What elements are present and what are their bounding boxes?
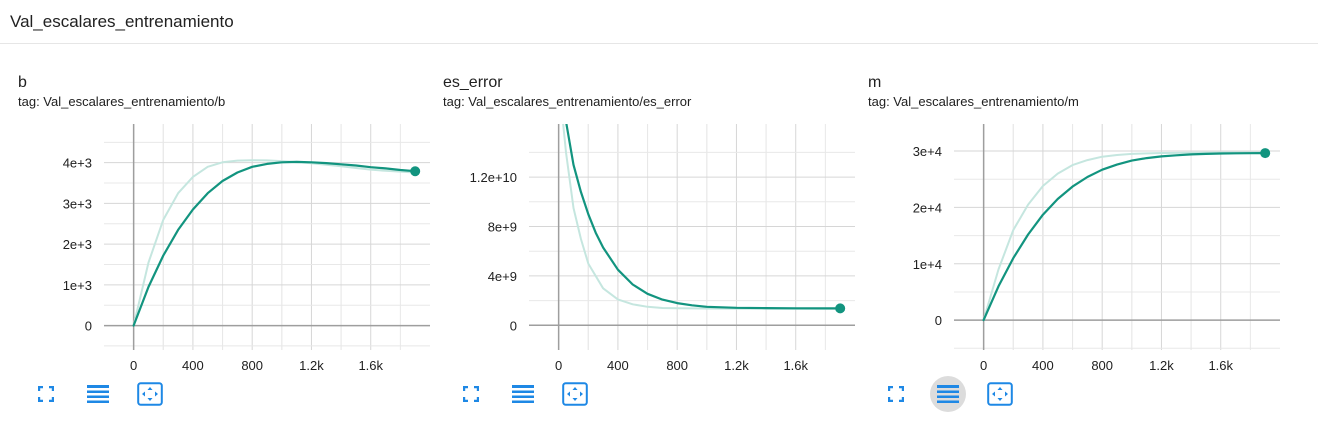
raw-series-line (982, 151, 1267, 322)
grid (104, 124, 430, 350)
fit-domain-button[interactable] (982, 376, 1018, 412)
y-tick-label: 1e+4 (913, 257, 942, 272)
y-tick-label: 2e+3 (63, 237, 92, 252)
x-tick-label: 1.6k (1208, 358, 1233, 372)
x-tick-label: 1.2k (1149, 358, 1174, 372)
x-tick-label: 0 (980, 358, 987, 372)
x-tick-label: 800 (241, 358, 263, 372)
chart-card-m: m tag: Val_escalares_entrenamiento/m 0 40… (868, 70, 1288, 420)
y-tick-label: 3e+4 (913, 144, 942, 159)
y-tick-label: 0 (935, 313, 942, 328)
chart-tag: tag: Val_escalares_entrenamiento/b (18, 94, 226, 109)
plot-area (562, 124, 842, 310)
fullscreen-button[interactable] (878, 376, 914, 412)
smoothed-series-line (565, 124, 842, 310)
chart-tag: tag: Val_escalares_entrenamiento/m (868, 94, 1079, 109)
chart-plot-m[interactable]: 0 400 800 1.2k 1.6k 0 1e+4 2e+4 3e+4 (868, 118, 1288, 372)
chart-title: es_error (443, 74, 503, 91)
x-tick-label: 0 (130, 358, 137, 372)
x-tick-label: 1.6k (783, 358, 808, 372)
x-tick-label: 800 (666, 358, 688, 372)
data-download-button[interactable] (80, 376, 116, 412)
chart-plot-b[interactable]: 0 400 800 1.2k 1.6k 0 1e+3 2e+3 3e+3 4e+3 (18, 118, 438, 372)
chart-card-es-error: es_error tag: Val_escalares_entrenamient… (443, 70, 863, 420)
chart-tag: tag: Val_escalares_entrenamiento/es_erro… (443, 94, 692, 109)
x-tick-label: 1.6k (358, 358, 383, 372)
grid (954, 124, 1280, 350)
grid (529, 124, 855, 350)
x-tick-label: 400 (607, 358, 629, 372)
fullscreen-button[interactable] (453, 376, 489, 412)
smoothed-series-line (132, 160, 417, 327)
plot-area (132, 159, 417, 327)
group-header[interactable]: Val_escalares_entrenamiento (0, 0, 1318, 44)
chart-toolbar (453, 376, 593, 412)
raw-series-line (562, 124, 842, 310)
last-point-marker (835, 303, 846, 314)
fit-domain-button[interactable] (132, 376, 168, 412)
fullscreen-button[interactable] (28, 376, 64, 412)
y-tick-label: 0 (510, 318, 517, 333)
y-tick-label: 1.2e+10 (470, 170, 517, 185)
fullscreen-icon (460, 383, 482, 405)
raw-series-line (132, 159, 417, 327)
y-tick-label: 2e+4 (913, 200, 942, 215)
fit-domain-icon (137, 382, 163, 406)
y-tick-label: 4e+9 (488, 269, 517, 284)
chart-toolbar (878, 376, 1018, 412)
chart-title: m (868, 74, 882, 91)
x-tick-label: 0 (555, 358, 562, 372)
data-download-icon (86, 383, 110, 405)
fit-domain-icon (562, 382, 588, 406)
y-tick-label: 4e+3 (63, 156, 92, 171)
chart-plot-es-error[interactable]: 0 400 800 1.2k 1.6k 0 4e+9 8e+9 1.2e+10 (443, 118, 863, 372)
chart-toolbar (28, 376, 168, 412)
fit-domain-button[interactable] (557, 376, 593, 412)
last-point-marker (1260, 148, 1271, 159)
x-tick-label: 400 (1032, 358, 1054, 372)
data-download-button[interactable] (505, 376, 541, 412)
y-tick-label: 1e+3 (63, 278, 92, 293)
x-tick-label: 1.2k (724, 358, 749, 372)
data-download-icon (511, 383, 535, 405)
plot-area (982, 151, 1267, 322)
last-point-marker (410, 166, 421, 177)
fullscreen-icon (35, 383, 57, 405)
y-tick-label: 0 (85, 319, 92, 334)
y-tick-label: 3e+3 (63, 196, 92, 211)
chart-card-b: b tag: Val_escalares_entrenamiento/b 0 40… (18, 70, 438, 420)
fit-domain-icon (987, 382, 1013, 406)
fullscreen-icon (885, 383, 907, 405)
chart-title: b (18, 74, 27, 91)
group-title: Val_escalares_entrenamiento (10, 11, 234, 31)
x-tick-label: 800 (1091, 358, 1113, 372)
x-tick-label: 1.2k (299, 358, 324, 372)
smoothed-series-line (982, 152, 1267, 322)
x-tick-label: 400 (182, 358, 204, 372)
data-download-button[interactable] (930, 376, 966, 412)
y-tick-label: 8e+9 (488, 220, 517, 235)
data-download-icon (936, 383, 960, 405)
